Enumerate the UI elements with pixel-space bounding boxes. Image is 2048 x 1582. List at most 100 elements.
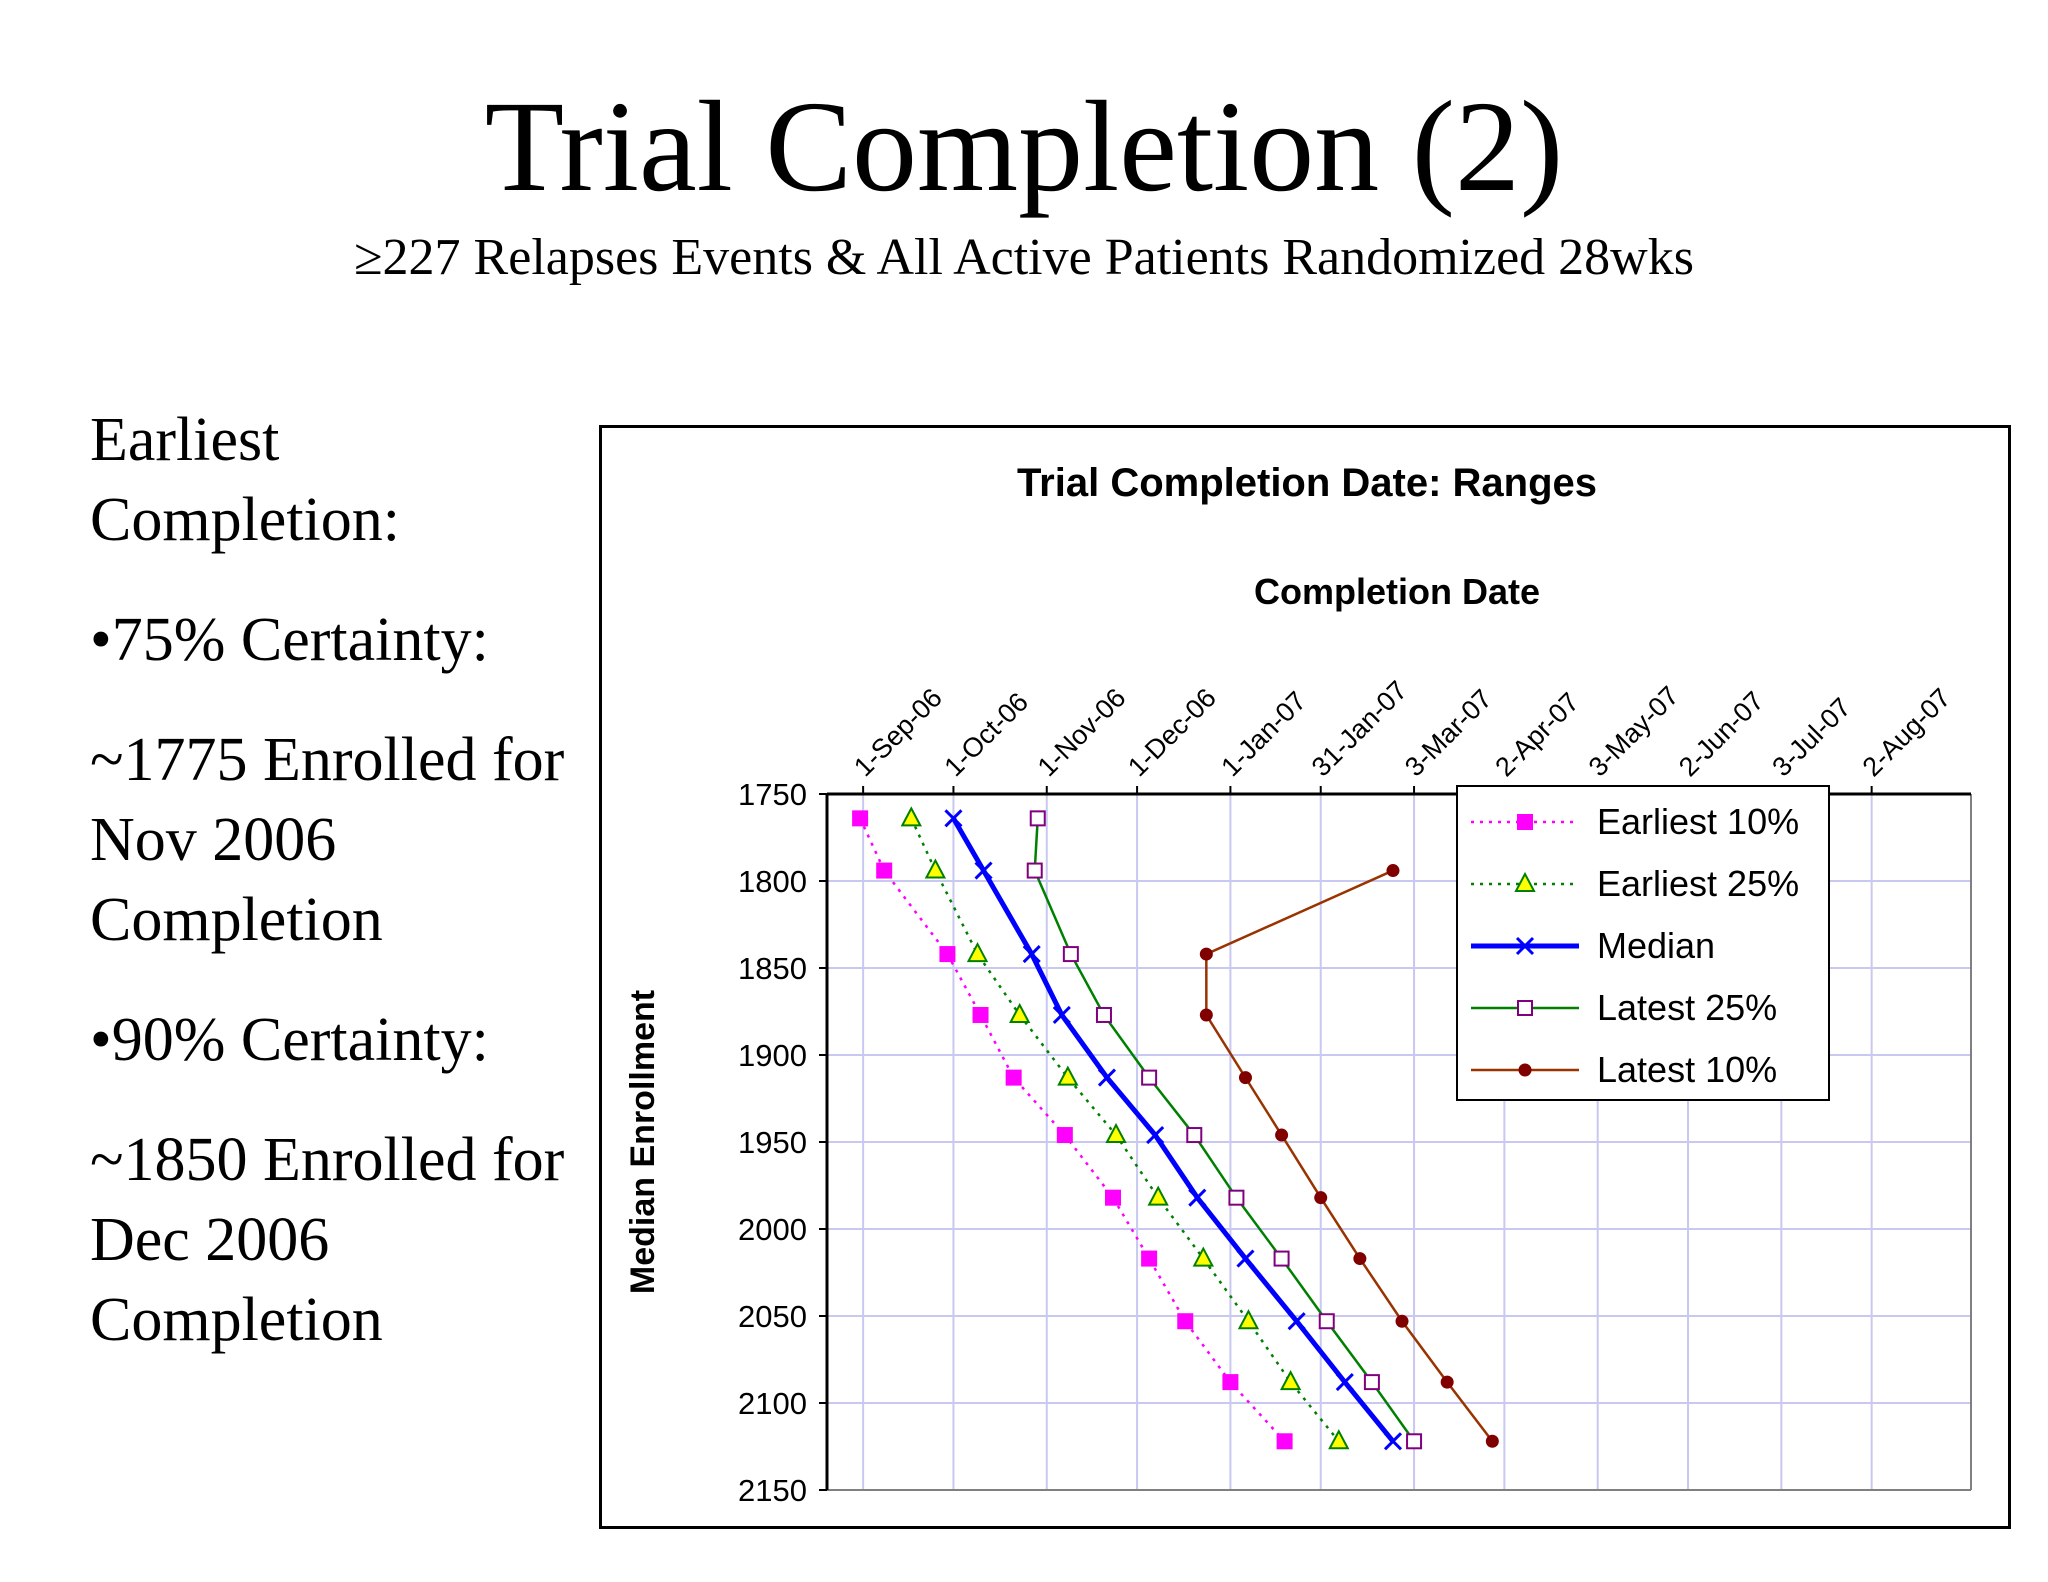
data-point-earliest-25: [966, 941, 989, 963]
series-latest-10: [1199, 864, 1499, 1448]
data-point-latest-10: [1275, 1128, 1289, 1142]
data-point-earliest-10: [1141, 1250, 1158, 1267]
x-tick-label: 3-Jul-07: [1766, 692, 1856, 782]
data-point-median-shape: [974, 861, 993, 880]
data-point-median-shape: [1335, 1373, 1354, 1392]
data-point-earliest-10-shape: [1005, 1069, 1022, 1086]
data-point-latest-10: [1199, 947, 1213, 961]
data-point-median-shape: [1052, 1005, 1071, 1025]
data-point-median: [1335, 1373, 1354, 1392]
series-median: [944, 809, 1403, 1451]
data-point-latest-25-shape: [1141, 1069, 1158, 1086]
legend-label: Earliest 25%: [1597, 863, 1799, 904]
data-point-earliest-10: [1276, 1433, 1293, 1450]
bullet-75-certainty: •75% Certainty:: [90, 606, 489, 674]
data-point-earliest-25-shape: [966, 941, 989, 963]
data-point-earliest-10-shape: [939, 946, 956, 963]
data-point-latest-25: [1318, 1313, 1335, 1330]
data-point-earliest-25-shape: [1009, 1002, 1031, 1023]
data-point-earliest-10-shape: [972, 1006, 989, 1023]
legend-swatch-marker-shape: [1515, 936, 1535, 956]
data-point-latest-10: [1199, 1008, 1213, 1022]
data-point-latest-10-shape: [1275, 1128, 1289, 1142]
data-point-latest-10: [1386, 864, 1400, 878]
data-point-median: [1097, 1068, 1117, 1087]
earliest-completion-heading: Earliest Completion:: [90, 400, 620, 560]
data-point-median: [1052, 1005, 1071, 1025]
data-point-earliest-25: [900, 806, 922, 827]
note-1850-enrolled: ~1850 Enrolled for Dec 2006 Completion: [90, 1120, 620, 1360]
legend-swatch-marker: [1518, 1063, 1532, 1077]
data-point-latest-10-shape: [1386, 864, 1400, 878]
note2-line-1: ~1850 Enrolled for: [90, 1126, 565, 1194]
data-point-earliest-25: [1237, 1309, 1260, 1330]
data-point-latest-10-shape: [1199, 947, 1213, 961]
x-tick-label: 1-Oct-06: [938, 687, 1033, 782]
data-point-median-shape: [1383, 1432, 1403, 1451]
data-point-earliest-25: [1057, 1065, 1079, 1086]
data-point-earliest-25: [1328, 1429, 1350, 1450]
data-point-median-shape: [944, 809, 963, 828]
data-point-earliest-10-shape: [1056, 1127, 1073, 1144]
x-tick-label: 1-Jan-07: [1215, 686, 1312, 783]
y-tick-label: 1900: [738, 1038, 807, 1073]
completion-date-chart: 1-Sep-061-Oct-061-Nov-061-Dec-061-Jan-07…: [624, 461, 1972, 1508]
x-tick-label: 1-Nov-06: [1032, 683, 1132, 783]
data-point-median-shape: [1236, 1249, 1255, 1268]
legend-item-earliest-10: Earliest 10%: [1471, 801, 1799, 842]
chart-title: Trial Completion Date: Ranges: [1017, 461, 1597, 505]
legend-swatch-marker: [1517, 814, 1533, 830]
data-point-latest-25: [1228, 1189, 1245, 1206]
note1-line-3: Completion: [90, 886, 383, 954]
data-point-latest-10-shape: [1440, 1375, 1454, 1389]
note1-line-2: Nov 2006: [90, 806, 337, 874]
data-point-latest-25: [1029, 810, 1046, 827]
data-point-latest-25: [1406, 1433, 1423, 1450]
y-tick-label: 2050: [738, 1299, 807, 1334]
data-point-latest-25: [1062, 946, 1079, 963]
legend-label: Latest 10%: [1597, 1049, 1777, 1090]
data-point-earliest-10: [1222, 1374, 1239, 1391]
data-point-latest-25-shape: [1318, 1313, 1335, 1330]
data-point-median: [1146, 1125, 1165, 1145]
series-earliest-25: [900, 806, 1350, 1450]
data-point-median-shape: [1022, 945, 1041, 964]
data-point-earliest-10-shape: [1141, 1250, 1158, 1267]
data-point-latest-25-shape: [1095, 1006, 1112, 1023]
data-point-median: [974, 861, 993, 880]
x-tick-label: 2-Apr-07: [1489, 687, 1584, 782]
data-point-earliest-10: [1056, 1127, 1073, 1144]
data-point-latest-25: [1363, 1374, 1380, 1391]
data-point-latest-10: [1314, 1191, 1328, 1205]
y-tick-label: 1800: [738, 864, 807, 899]
legend-swatch-marker-shape: [1518, 1063, 1532, 1077]
data-point-earliest-25: [1009, 1002, 1031, 1023]
data-point-latest-25-shape: [1062, 946, 1079, 963]
data-point-earliest-10-shape: [852, 810, 869, 827]
data-point-earliest-10-shape: [1276, 1433, 1293, 1450]
data-point-earliest-25: [1147, 1185, 1169, 1206]
data-point-median-shape: [1146, 1125, 1165, 1145]
data-point-earliest-10-shape: [1105, 1189, 1121, 1206]
data-point-earliest-25-shape: [1237, 1309, 1260, 1330]
slide-title: Trial Completion (2): [484, 75, 1564, 219]
legend-item-latest-10: Latest 10%: [1471, 1049, 1777, 1090]
note1-line-1: ~1775 Enrolled for: [90, 726, 565, 794]
data-point-latest-25-shape: [1026, 862, 1043, 879]
data-point-latest-10: [1238, 1071, 1252, 1085]
data-point-earliest-10-shape: [1222, 1374, 1239, 1391]
legend-swatch-marker-shape: [1517, 1000, 1533, 1016]
data-point-latest-25: [1141, 1069, 1158, 1086]
data-point-median: [1188, 1188, 1207, 1207]
data-point-latest-10-shape: [1395, 1314, 1409, 1328]
note2-line-2: Dec 2006: [90, 1206, 330, 1274]
series-latest-25: [1026, 810, 1423, 1450]
data-point-latest-10-shape: [1485, 1434, 1499, 1448]
data-point-latest-10-shape: [1353, 1252, 1367, 1266]
data-point-earliest-25-shape: [1279, 1369, 1302, 1391]
x-tick-label: 3-May-07: [1583, 680, 1685, 782]
note2-line-3: Completion: [90, 1286, 383, 1354]
data-point-latest-25-shape: [1029, 810, 1046, 827]
legend-item-earliest-25: Earliest 25%: [1471, 863, 1799, 904]
left-text-panel: Earliest Completion: •75% Certainty: ~17…: [90, 400, 620, 1400]
